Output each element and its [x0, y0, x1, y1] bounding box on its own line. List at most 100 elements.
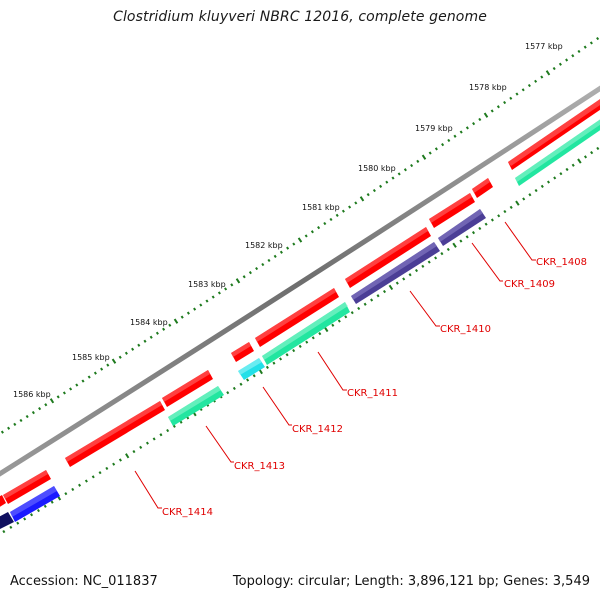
gene-edge-red[interactable]: [3, 470, 51, 504]
ruler-tick: [87, 375, 91, 379]
ruler-tick: [84, 479, 88, 483]
ruler-tick: [168, 323, 172, 327]
ruler-tick: [211, 295, 215, 299]
gene-ckr-1411[interactable]: [255, 288, 339, 347]
ruler-tick: [16, 521, 20, 525]
ruler-tick: [242, 275, 246, 279]
ruler-tick: [366, 193, 370, 197]
ruler-tick: [152, 437, 156, 441]
ruler-tick: [534, 79, 538, 83]
gene-ckr-1408[interactable]: [508, 95, 600, 170]
ruler-tick: [441, 143, 445, 147]
ruler-tick: [56, 395, 60, 399]
ruler-tick: [559, 172, 563, 176]
ruler-tick: [78, 483, 82, 487]
ruler-tick: [193, 307, 197, 311]
ruler-tick: [583, 45, 587, 49]
gene-edge-blue[interactable]: [10, 486, 60, 522]
gene-label-ckr-1411: CKR_1411: [347, 388, 398, 399]
kbp-label: 1586 kbp: [13, 390, 51, 399]
ruler-tick: [329, 217, 333, 222]
ruler-tick: [43, 504, 47, 508]
ruler-tick: [106, 363, 110, 367]
ruler-tick: [391, 176, 395, 180]
gene-ckr-1409-c[interactable]: [438, 209, 486, 246]
ruler-tick: [331, 323, 335, 327]
ruler-tick: [522, 197, 526, 201]
ruler-tick: [545, 70, 551, 76]
ruler-tick: [565, 58, 569, 62]
ruler-tick: [337, 319, 341, 323]
gene-ckr-1414[interactable]: [65, 401, 165, 467]
ruler-tick: [38, 407, 42, 411]
ruler-tick: [105, 466, 109, 471]
ruler-tick: [540, 184, 544, 188]
ruler-tick: [199, 303, 203, 307]
gene-edge-red-small[interactable]: [0, 495, 6, 508]
ruler-tick: [465, 235, 469, 239]
ruler-tick: [91, 475, 95, 479]
ruler-tick: [558, 62, 562, 66]
kbp-label: 1582 kbp: [245, 241, 283, 250]
gene-label-ckr-1412: CKR_1412: [292, 424, 343, 435]
ruler-tick: [166, 428, 170, 433]
ruler-tick: [172, 424, 176, 428]
ruler-tick: [410, 163, 414, 168]
kbp-label: 1580 kbp: [358, 164, 396, 173]
ruler-tick: [335, 213, 339, 217]
ruler-tick: [344, 315, 348, 319]
ruler-tick: [515, 92, 519, 96]
gene-edge-dark-navy[interactable]: [0, 512, 14, 530]
ruler-tick: [159, 433, 163, 437]
ruler-tick: [397, 172, 401, 176]
gene-ckr-1413[interactable]: [162, 370, 213, 407]
gene-ckr-1412-b[interactable]: [238, 358, 265, 380]
ruler-tick: [297, 237, 303, 243]
gene-label-ckr-1413: CKR_1413: [234, 461, 285, 472]
ruler-tick: [239, 382, 243, 386]
gene-ckr-1408-b[interactable]: [515, 116, 600, 186]
ruler-tick: [509, 205, 513, 209]
ruler-tick: [565, 167, 569, 172]
ruler-tick: [497, 214, 501, 218]
ruler-tick: [137, 343, 141, 347]
ruler-tick: [453, 134, 457, 138]
ruler-tick: [173, 318, 179, 324]
ruler-tick: [69, 387, 73, 391]
ruler-tick: [44, 403, 48, 407]
ruler-tick: [427, 260, 431, 264]
gene-ckr-1410[interactable]: [345, 227, 431, 288]
ruler-tick: [459, 130, 463, 134]
ruler-tick: [408, 273, 412, 277]
ruler-tick: [25, 414, 29, 419]
ruler-tick: [132, 449, 136, 454]
ruler-tick: [471, 231, 476, 235]
map-title: Clostridium kluyveri NBRC 12016, complet…: [113, 9, 487, 25]
kbp-label: 1577 kbp: [525, 42, 563, 51]
ruler-tick: [125, 453, 130, 459]
ruler-tick: [540, 75, 544, 79]
ruler-tick: [279, 357, 283, 361]
gene-ckr-1410-b[interactable]: [351, 242, 440, 304]
ruler-tick: [180, 315, 184, 319]
ruler-tick: [265, 365, 269, 369]
ruler-tick: [372, 188, 376, 193]
ruler-tick: [440, 252, 444, 256]
ruler-tick: [434, 147, 438, 151]
ruler-tick: [478, 117, 482, 122]
ruler-tick: [98, 471, 102, 475]
ruler-tick: [7, 426, 11, 430]
inner-ruler-ticks: [2, 146, 600, 534]
ruler-tick: [341, 209, 345, 213]
ruler-tick: [496, 105, 500, 109]
ruler-tick: [484, 222, 488, 226]
gene-ckr-1409[interactable]: [472, 178, 493, 198]
gene-ckr-1413-b[interactable]: [168, 386, 224, 426]
gene-ckr-1411-b[interactable]: [262, 302, 350, 365]
kbp-label: 1584 kbp: [130, 318, 168, 327]
ruler-tick: [81, 379, 85, 383]
ruler-tick: [363, 302, 367, 306]
gene-ckr-1409-b[interactable]: [429, 193, 475, 228]
gene-ckr-1412[interactable]: [231, 342, 254, 362]
ruler-tick: [357, 306, 361, 311]
